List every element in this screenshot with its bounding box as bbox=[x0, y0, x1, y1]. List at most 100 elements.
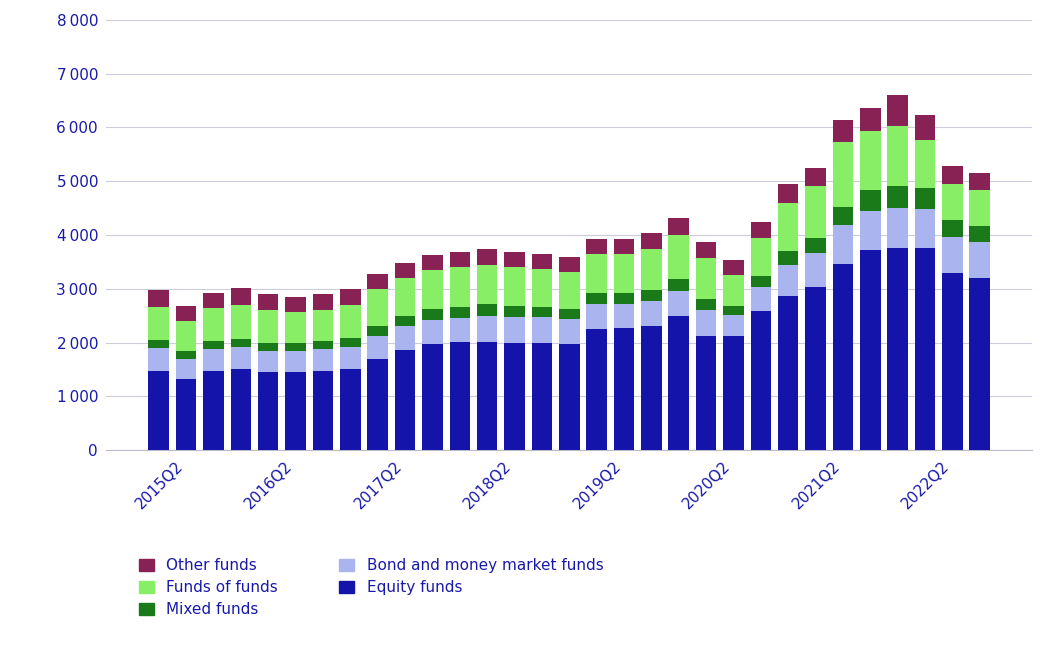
Bar bbox=[313, 294, 333, 310]
Bar bbox=[778, 185, 798, 203]
Bar bbox=[231, 305, 251, 338]
Bar bbox=[696, 242, 716, 258]
Bar bbox=[915, 140, 935, 188]
Bar bbox=[860, 211, 881, 250]
Bar bbox=[477, 265, 497, 305]
Bar bbox=[367, 326, 388, 336]
Bar bbox=[257, 343, 279, 351]
Bar bbox=[969, 226, 990, 242]
Bar bbox=[367, 336, 388, 359]
Bar bbox=[614, 254, 634, 293]
Bar bbox=[805, 254, 826, 287]
Bar bbox=[395, 263, 415, 278]
Bar bbox=[340, 369, 361, 450]
Bar bbox=[668, 235, 689, 279]
Bar bbox=[887, 248, 908, 450]
Bar bbox=[887, 126, 908, 185]
Bar bbox=[696, 310, 716, 336]
Bar bbox=[969, 242, 990, 277]
Bar bbox=[395, 350, 415, 450]
Bar bbox=[724, 336, 744, 450]
Bar bbox=[203, 308, 223, 341]
Bar bbox=[340, 289, 361, 305]
Bar bbox=[231, 338, 251, 347]
Bar bbox=[257, 351, 279, 372]
Bar bbox=[231, 347, 251, 369]
Bar bbox=[668, 316, 689, 450]
Bar bbox=[750, 311, 771, 450]
Bar bbox=[231, 369, 251, 450]
Bar bbox=[942, 183, 963, 220]
Bar bbox=[559, 308, 580, 319]
Bar bbox=[724, 315, 744, 336]
Bar bbox=[750, 287, 771, 311]
Bar bbox=[969, 173, 990, 190]
Bar bbox=[367, 274, 388, 289]
Bar bbox=[860, 107, 881, 130]
Bar bbox=[285, 343, 305, 351]
Bar bbox=[422, 309, 443, 320]
Bar bbox=[257, 310, 279, 343]
Bar bbox=[778, 251, 798, 265]
Bar bbox=[887, 95, 908, 126]
Bar bbox=[340, 348, 361, 369]
Bar bbox=[833, 225, 853, 263]
Bar bbox=[887, 185, 908, 208]
Bar bbox=[313, 341, 333, 350]
Bar bbox=[504, 267, 525, 306]
Bar bbox=[257, 294, 279, 310]
Bar bbox=[367, 289, 388, 326]
Bar bbox=[915, 248, 935, 450]
Bar bbox=[532, 269, 552, 307]
Bar bbox=[422, 256, 443, 270]
Bar bbox=[586, 238, 606, 254]
Bar bbox=[833, 142, 853, 207]
Bar bbox=[614, 239, 634, 254]
Bar bbox=[504, 306, 525, 316]
Bar bbox=[750, 276, 771, 287]
Bar bbox=[642, 249, 662, 289]
Bar bbox=[532, 343, 552, 450]
Bar bbox=[833, 207, 853, 225]
Bar bbox=[422, 344, 443, 450]
Bar bbox=[257, 372, 279, 450]
Bar bbox=[833, 263, 853, 450]
Bar bbox=[395, 278, 415, 316]
Bar bbox=[395, 326, 415, 350]
Bar bbox=[942, 166, 963, 183]
Bar bbox=[149, 348, 169, 371]
Bar bbox=[668, 291, 689, 316]
Bar bbox=[532, 307, 552, 317]
Bar bbox=[176, 321, 197, 351]
Bar bbox=[668, 279, 689, 291]
Bar bbox=[367, 359, 388, 450]
Bar bbox=[969, 277, 990, 450]
Bar bbox=[149, 290, 169, 307]
Bar bbox=[696, 336, 716, 450]
Bar bbox=[778, 296, 798, 450]
Bar bbox=[696, 299, 716, 310]
Bar bbox=[149, 340, 169, 348]
Bar bbox=[313, 310, 333, 341]
Bar bbox=[313, 371, 333, 450]
Bar bbox=[668, 218, 689, 235]
Bar bbox=[449, 267, 470, 307]
Bar bbox=[805, 287, 826, 450]
Bar bbox=[642, 301, 662, 326]
Bar bbox=[915, 188, 935, 209]
Bar bbox=[559, 272, 580, 308]
Bar bbox=[285, 312, 305, 343]
Bar bbox=[614, 293, 634, 304]
Bar bbox=[149, 307, 169, 340]
Bar bbox=[176, 306, 197, 321]
Bar bbox=[860, 130, 881, 190]
Bar bbox=[805, 238, 826, 254]
Bar bbox=[559, 344, 580, 450]
Bar bbox=[860, 250, 881, 450]
Bar bbox=[805, 167, 826, 186]
Bar bbox=[477, 316, 497, 342]
Bar bbox=[642, 233, 662, 249]
Bar bbox=[449, 252, 470, 267]
Bar bbox=[724, 307, 744, 315]
Bar bbox=[724, 275, 744, 307]
